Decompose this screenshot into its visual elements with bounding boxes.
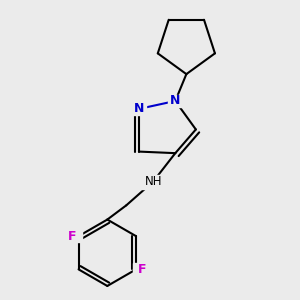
Text: N: N xyxy=(170,94,181,107)
Text: F: F xyxy=(68,230,76,243)
Text: NH: NH xyxy=(144,175,162,188)
Bar xyxy=(133,263,146,275)
Bar xyxy=(132,103,146,115)
Bar xyxy=(168,95,182,107)
Text: N: N xyxy=(134,102,144,116)
Bar xyxy=(69,230,82,242)
Text: F: F xyxy=(138,263,147,276)
Bar xyxy=(141,175,165,189)
